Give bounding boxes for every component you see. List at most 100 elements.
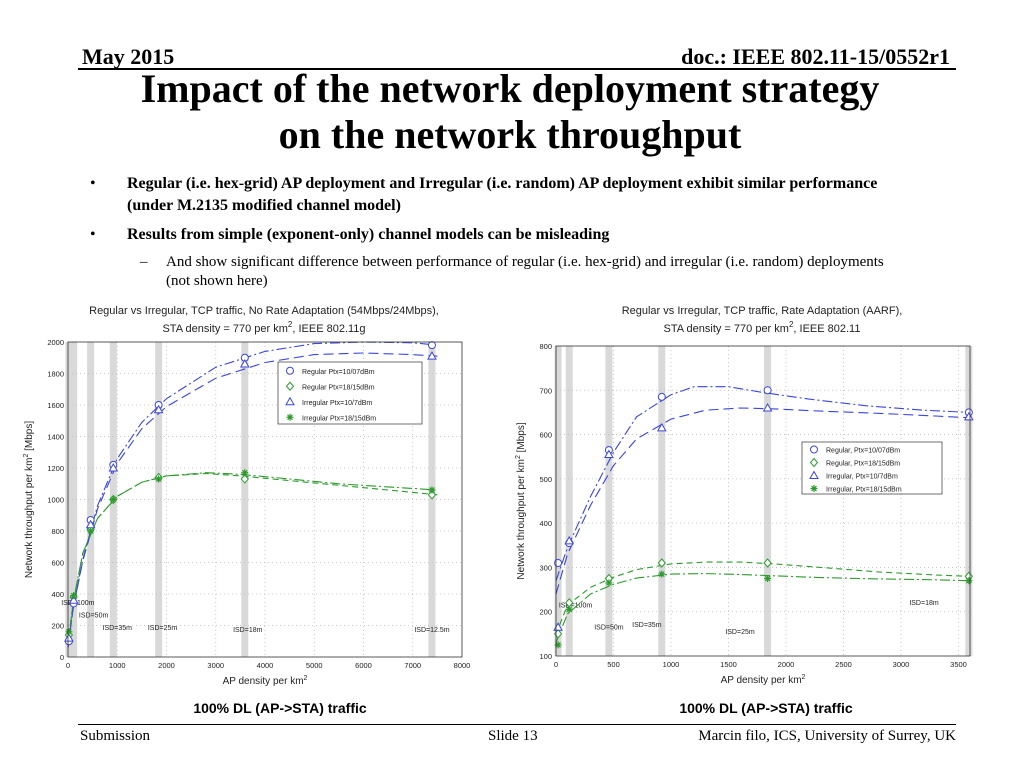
y-axis-label-text: Network throughput per km <box>516 459 527 580</box>
y-tick-label: 100 <box>539 652 552 661</box>
legend-label: Regular Ptx=18/15dBm <box>302 384 375 391</box>
chart-left: Regular vs Irregular, TCP traffic, No Ra… <box>20 296 482 692</box>
plot-area <box>556 346 970 656</box>
bullet-item: • Results from simple (exponent-only) ch… <box>90 224 910 246</box>
isd-band <box>605 346 613 656</box>
bullet-text: Results from simple (exponent-only) chan… <box>127 226 610 243</box>
isd-band <box>764 346 772 656</box>
data-point-marker <box>565 606 573 613</box>
series-line <box>67 341 438 648</box>
isd-label: ISD=25m <box>725 629 755 636</box>
data-point-marker <box>554 641 562 649</box>
y-axis-label-text: Network throughput per km <box>24 458 35 579</box>
legend-label: Irregular, Ptx=18/15dBm <box>826 487 902 494</box>
y-tick-label: 400 <box>539 519 552 528</box>
bullet-text: Regular (i.e. hex-grid) AP deployment an… <box>127 175 878 214</box>
isd-label: ISD=35m <box>103 625 133 632</box>
series-line <box>555 561 969 635</box>
y-tick-label: 1600 <box>47 401 64 410</box>
isd-label: ISD=35m <box>632 622 662 629</box>
chart-title-suffix: , IEEE 802.11g <box>292 323 365 335</box>
data-point-marker <box>427 351 437 360</box>
x-tick-label: 2000 <box>158 661 175 670</box>
isd-label: ISD=18m <box>909 600 939 607</box>
data-point-marker <box>427 341 436 350</box>
sub-bullet-item: – And show significant difference betwee… <box>90 253 910 291</box>
header-date: May 2015 <box>82 44 175 69</box>
legend-box <box>277 361 423 425</box>
sub-bullet-dash-icon: – <box>140 254 148 270</box>
chart-title-suffix: , IEEE 802.11 <box>793 323 860 335</box>
legend-label: Irregular Ptx=18/15dBm <box>302 415 376 422</box>
x-tick-label: 3000 <box>207 661 224 670</box>
data-point-marker <box>564 535 575 545</box>
footer-author: Marcin filo, ICS, University of Surrey, … <box>698 728 956 744</box>
x-tick-label: 5000 <box>306 661 323 670</box>
chart-title-superscript: 2 <box>789 320 794 329</box>
y-tick-label: 500 <box>539 475 552 484</box>
axes-frame <box>67 341 463 658</box>
isd-band <box>658 346 666 656</box>
bullet-list: • Regular (i.e. hex-grid) AP deployment … <box>90 173 910 291</box>
x-tick-label: 2000 <box>778 660 795 669</box>
isd-band <box>965 346 973 656</box>
chart-title-superscript: 2 <box>288 320 293 329</box>
y-tick-label: 600 <box>51 559 64 568</box>
isd-label: ISD=100m <box>559 602 592 609</box>
legend-marker <box>285 396 295 406</box>
chart-right-svg: Regular vs Irregular, TCP traffic, Rate … <box>515 305 974 686</box>
data-point-marker <box>155 475 163 483</box>
data-point-marker <box>605 579 613 587</box>
y-tick-label: 1200 <box>47 464 64 473</box>
series-line <box>67 352 438 648</box>
legend-marker <box>285 381 295 392</box>
y-axis-label-superscript: 2 <box>515 455 522 459</box>
data-point-marker <box>109 496 117 503</box>
data-point-marker <box>604 449 614 458</box>
y-axis-label-unit: [Mbps] <box>516 422 527 455</box>
header-divider <box>78 68 956 70</box>
data-point-marker <box>70 592 78 600</box>
chart-left-svg: Regular vs Irregular, TCP traffic, No Ra… <box>23 305 471 687</box>
y-tick-label: 1800 <box>47 370 64 379</box>
isd-label: ISD=12.5m <box>414 627 449 634</box>
y-tick-label: 700 <box>539 386 552 395</box>
y-tick-label: 800 <box>51 527 64 536</box>
y-tick-label: 200 <box>539 608 552 617</box>
chart-title-text: STA density = 770 per km <box>162 323 287 335</box>
legend-box <box>801 441 943 495</box>
isd-label: ISD=50m <box>79 613 109 620</box>
x-tick-label: 0 <box>66 661 70 670</box>
bullet-dot-icon: • <box>90 226 96 243</box>
chart-title-line-1: Regular vs Irregular, TCP traffic, Rate … <box>622 305 903 317</box>
legend-marker <box>810 485 818 492</box>
y-tick-label: 200 <box>51 622 64 631</box>
slide-title-line-1: Impact of the network deployment strateg… <box>140 66 880 111</box>
x-tick-label: 1000 <box>663 660 680 669</box>
caption-right: 100% DL (AP->STA) traffic <box>679 700 853 716</box>
series-line <box>555 407 969 595</box>
isd-band <box>87 342 95 657</box>
data-point-marker <box>965 577 973 585</box>
x-tick-label: 4000 <box>257 661 274 670</box>
legend-label: Regular, Ptx=10/07dBm <box>826 448 900 455</box>
legend-marker <box>286 413 294 421</box>
x-tick-label: 8000 <box>454 661 471 670</box>
legend-label: Regular, Ptx=18/15dBm <box>826 461 900 468</box>
isd-band <box>565 346 573 656</box>
x-tick-label: 6000 <box>355 661 372 670</box>
y-axis-label-unit: [Mbps] <box>24 421 35 454</box>
isd-band <box>70 342 78 657</box>
series-line <box>67 472 438 645</box>
axes-frame <box>555 345 971 657</box>
y-tick-label: 300 <box>539 563 552 572</box>
y-axis-label: Network throughput per km2 [Mbps] <box>23 421 35 579</box>
isd-label: ISD=50m <box>594 624 624 631</box>
legend-marker <box>810 445 818 454</box>
y-tick-label: 1400 <box>47 433 64 442</box>
data-point-marker <box>963 411 974 421</box>
isd-label: ISD=18m <box>233 627 263 634</box>
data-point-marker <box>762 402 773 412</box>
y-axis-label-superscript: 2 <box>23 454 30 458</box>
chart-title-line-1: Regular vs Irregular, TCP traffic, No Ra… <box>89 305 439 317</box>
